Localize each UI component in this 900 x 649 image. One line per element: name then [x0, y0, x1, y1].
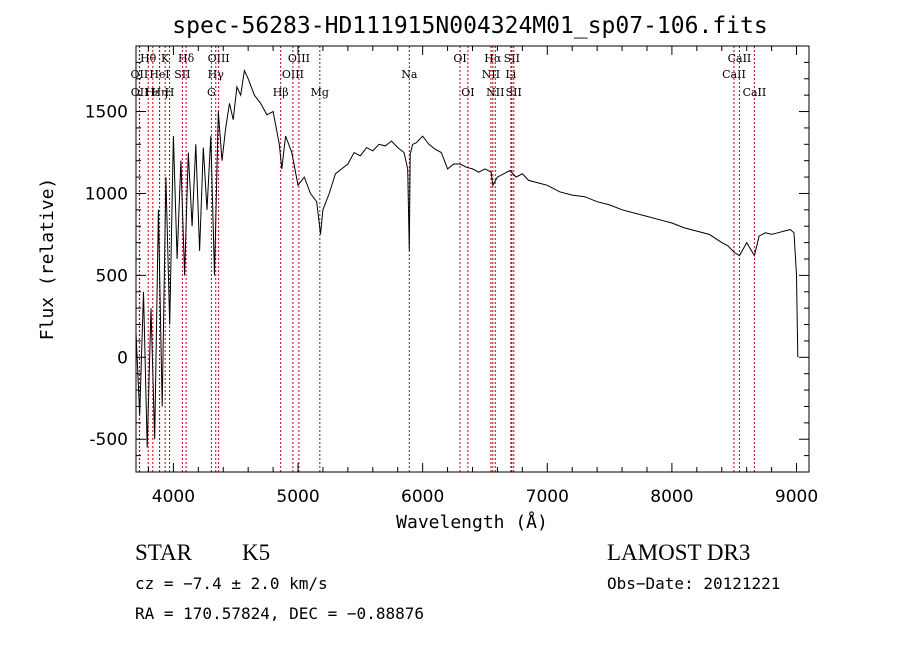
- y-tick-label-4: 1500: [85, 103, 128, 123]
- x-axis-label: Wavelength (Å): [396, 511, 548, 533]
- line-label-27: CaII: [728, 52, 752, 65]
- line-label-21: NII: [482, 68, 500, 81]
- line-label-12: G: [207, 86, 216, 99]
- y-tick-label-2: 500: [96, 266, 128, 286]
- line-label-15: OIII: [288, 52, 310, 65]
- plot-frame: [135, 45, 810, 473]
- object-subclass: K5: [242, 540, 271, 565]
- axes-layer: 4000 5000 6000 7000 8000 9000 -500 0 500 1000 1500: [85, 46, 818, 507]
- survey-name: LAMOST DR3: [607, 540, 751, 565]
- line-label-26: CaII: [722, 68, 746, 81]
- ra-dec-text: RA = 170.57824, DEC = −0.88876: [135, 604, 424, 623]
- series-layer: [135, 68, 799, 448]
- series-line-0: [135, 68, 799, 448]
- line-label-3: Hε: [145, 86, 161, 99]
- line-label-25: SII: [506, 86, 522, 99]
- line-label-8: SII: [174, 68, 190, 81]
- line-label-22: NII: [486, 86, 504, 99]
- x-tick-label-3: 7000: [526, 487, 569, 507]
- y-tick-label-0: -500: [89, 430, 128, 450]
- x-tick-label-4: 8000: [650, 487, 693, 507]
- y-tick-label-1: 0: [117, 348, 128, 368]
- line-label-23: SII: [504, 52, 520, 65]
- x-tick-label-1: 5000: [276, 487, 319, 507]
- line-label-9: Hδ: [178, 52, 195, 65]
- line-label-0: Hθ: [140, 52, 157, 65]
- chart-title: spec-56283-HD111915N004324M01_sp07-106.f…: [172, 13, 767, 39]
- object-class: STAR: [135, 540, 192, 565]
- line-label-2: OII: [131, 86, 149, 99]
- line-label-5: HeI: [149, 68, 169, 81]
- line-label-18: OI: [453, 52, 466, 65]
- x-tick-label-0: 4000: [152, 487, 195, 507]
- x-tick-label-2: 6000: [401, 487, 444, 507]
- line-label-24: Li: [505, 68, 516, 81]
- line-label-4: Hη: [151, 86, 167, 99]
- line-label-17: Na: [401, 68, 418, 81]
- line-label-6: K: [161, 52, 170, 65]
- y-tick-label-3: 1000: [85, 184, 128, 204]
- line-label-28: CaII: [743, 86, 767, 99]
- line-label-20: Hα: [484, 52, 502, 65]
- line-label-7: H: [165, 86, 175, 99]
- line-label-16: Mg: [311, 86, 329, 99]
- line-label-19: OI: [461, 86, 474, 99]
- x-tick-label-5: 9000: [775, 487, 818, 507]
- obs-date: Obs−Date: 20121221: [607, 574, 781, 593]
- line-label-13: Hβ: [273, 86, 289, 99]
- y-axis-label: Flux (relative): [37, 178, 58, 341]
- redshift-text: cz = −7.4 ± 2.0 km/s: [135, 574, 328, 593]
- line-label-14: OIII: [282, 68, 304, 81]
- line-label-10: OIII: [208, 52, 230, 65]
- line-label-11: Hγ: [208, 68, 225, 81]
